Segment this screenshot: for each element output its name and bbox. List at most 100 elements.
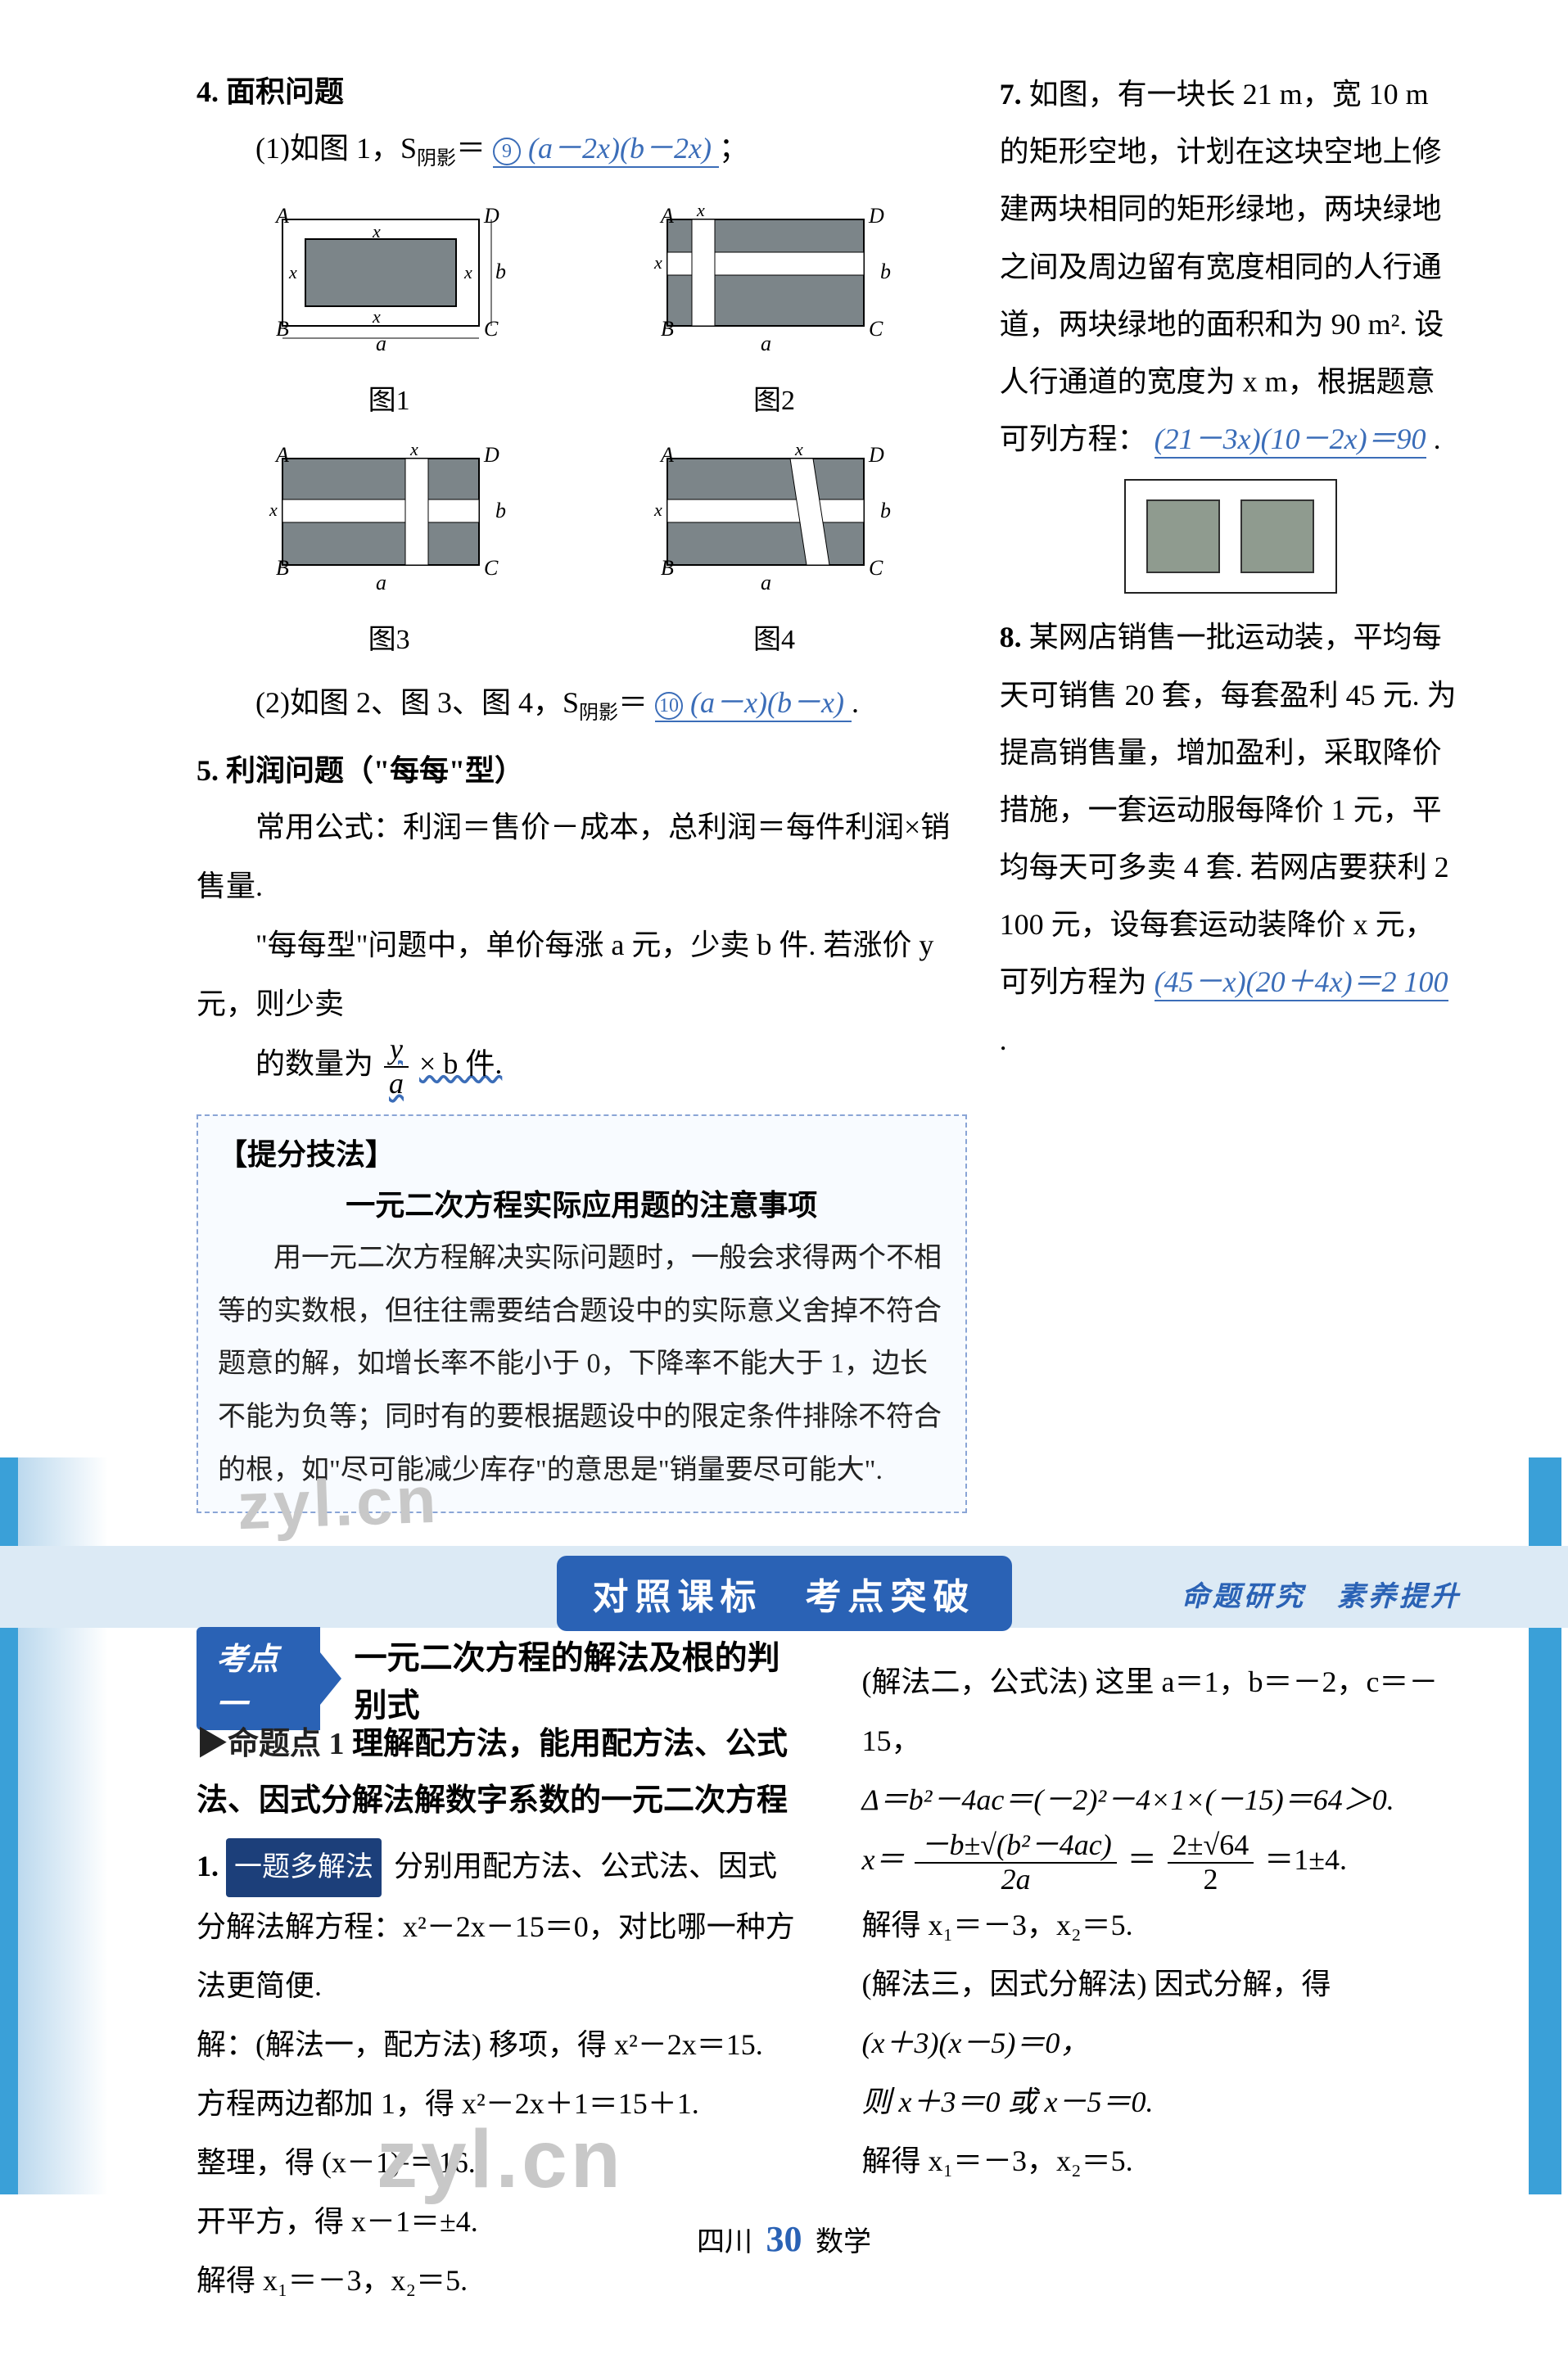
footer-left: 四川 [697, 2227, 752, 2257]
sol2-l6: (x＋3)(x－5)＝0， [862, 2013, 1462, 2072]
fig1-caption: 图1 [258, 377, 520, 418]
svg-text:x: x [696, 203, 705, 220]
svg-text:a: a [761, 332, 771, 355]
kaodian-tag: 考点一 [197, 1627, 320, 1730]
svg-text:a: a [376, 332, 386, 355]
svg-text:b: b [495, 499, 506, 522]
sol2-eq: ＝ [1127, 1843, 1157, 1876]
section5-l2: "每每型"问题中，单价每涨 a 元，少卖 b 件. 若涨价 y 元，则少卖 [197, 915, 967, 1033]
figures-row-2: A D B C a b x x 图3 [197, 434, 967, 657]
q8-period: . [1000, 1024, 1007, 1056]
q7-rect-2 [1240, 499, 1314, 573]
s4-l1sub: 阴影 [417, 148, 456, 169]
sol2-l1: (解法二，公式法) 这里 a＝1，b＝－2，c＝－15， [862, 1652, 1462, 1770]
section5-l2b: 的数量为 y a × b 件. [255, 1033, 967, 1100]
right-column: 7. 如图，有一块长 21 m，宽 10 m 的矩形空地，计划在这块空地上修建两… [1000, 66, 1462, 1513]
svg-text:C: C [869, 317, 883, 341]
sol2-l2: Δ＝b²－4ac＝(－2)²－4×1×(－15)＝64＞0. [862, 1770, 1462, 1829]
svg-text:D: D [868, 443, 884, 467]
band-right: 命题研究 素养提升 [1182, 1574, 1462, 1614]
sol1-l3: 整理，得 (x－1)²＝16. [197, 2133, 797, 2192]
frac1-den: 2a [915, 1864, 1116, 1896]
figure-3: A D B C a b x x [258, 442, 520, 598]
section4-line2: (2)如图 2、图 3、图 4，S阴影＝ 10 (a－x)(b－x) . [255, 673, 967, 733]
svg-text:A: A [659, 443, 674, 467]
q7-answer: (21－3x)(10－2x)＝90 [1155, 423, 1426, 459]
lower-right: (解法二，公式法) 这里 a＝1，b＝－2，c＝－15， Δ＝b²－4ac＝(－… [862, 1652, 1462, 2310]
fig2-caption: 图2 [643, 377, 905, 418]
svg-text:x: x [653, 499, 662, 520]
svg-text:D: D [868, 204, 884, 228]
q7: 7. 如图，有一块长 21 m，宽 10 m 的矩形空地，计划在这块空地上修建两… [1000, 66, 1462, 594]
tips-body: 用一元二次方程解决实际问题时，一般会求得两个不相等的实数根，但往往需要结合题设中… [218, 1232, 946, 1497]
figures-row-1: A D B C a b x x x x 图1 [197, 195, 967, 418]
lower-area: 考点一 一元二次方程的解法及根的判别式 ▶命题点 1 理解配方法，能用配方法、公… [197, 1652, 1462, 2310]
footer-page: 30 [766, 2219, 802, 2259]
svg-text:x: x [372, 306, 381, 327]
p1: 1. 一题多解法 分别用配方法、公式法、因式分解法解方程：x²－2x－15＝0，… [197, 1837, 797, 2015]
arrow-icon [320, 1652, 341, 1705]
frac2-den: 2 [1168, 1864, 1254, 1896]
footer-right: 数学 [816, 2227, 871, 2257]
p1-tag: 一题多解法 [226, 1838, 382, 1897]
svg-text:C: C [869, 556, 883, 580]
svg-text:B: B [276, 556, 289, 580]
svg-text:x: x [372, 221, 381, 242]
circled-10: 10 [655, 692, 683, 720]
s4-l1b: ＝ [456, 132, 486, 165]
sol2-tail: ＝1±4. [1264, 1843, 1347, 1876]
frac-a: a [384, 1068, 409, 1100]
lower-left: 考点一 一元二次方程的解法及根的判别式 ▶命题点 1 理解配方法，能用配方法、公… [197, 1652, 797, 2310]
svg-text:x: x [463, 262, 472, 282]
footer: 四川 30 数学 [697, 2218, 871, 2260]
svg-text:C: C [484, 556, 499, 580]
p1-num: 1. [197, 1850, 219, 1882]
svg-text:A: A [274, 443, 289, 467]
q7-diagram [1124, 479, 1337, 594]
formula-2: (a－x)(b－x) [690, 686, 844, 719]
tips-box: 【提分技法】 一元二次方程实际应用题的注意事项 用一元二次方程解决实际问题时，一… [197, 1114, 967, 1513]
section4-line1: (1)如图 1，S阴影＝ 9 (a－2x)(b－2x) ； [255, 119, 967, 179]
circled-9: 9 [493, 138, 521, 165]
band-title: 对照课标 考点突破 [557, 1556, 1012, 1631]
svg-text:A: A [274, 204, 289, 228]
frac1-num: －b±√(b²－4ac) [915, 1829, 1116, 1864]
svg-text:a: a [761, 571, 771, 594]
svg-text:b: b [495, 260, 506, 283]
left-column: 4. 面积问题 (1)如图 1，S阴影＝ 9 (a－2x)(b－2x) ； A … [197, 66, 967, 1513]
q8-num: 8. [1000, 621, 1022, 653]
svg-text:D: D [483, 443, 499, 467]
s4-l1a: (1)如图 1，S [255, 132, 417, 165]
figure-1: A D B C a b x x x x [258, 203, 520, 359]
tips-subtitle: 一元二次方程实际应用题的注意事项 [218, 1182, 946, 1224]
sol2-l4: 解得 x₁＝－3，x₂＝5. [862, 1896, 1462, 1955]
svg-text:b: b [880, 260, 891, 283]
svg-text:x: x [653, 252, 662, 273]
svg-text:B: B [276, 317, 289, 341]
figure-2: A D B C a b x x [643, 203, 905, 359]
frac2-num: 2±√64 [1168, 1829, 1254, 1864]
sol2-l8: 解得 x₁＝－3，x₂＝5. [862, 2131, 1462, 2190]
figure-4: A D B C a b x x [643, 442, 905, 598]
section5-l1: 常用公式：利润＝售价－成本，总利润＝每件利润×销售量. [197, 798, 967, 915]
svg-text:a: a [376, 571, 386, 594]
s4-period: . [852, 686, 859, 719]
svg-text:b: b [880, 499, 891, 522]
sol1-l2: 方程两边都加 1，得 x²－2x＋1＝15＋1. [197, 2074, 797, 2133]
frac-y: y [384, 1033, 409, 1068]
svg-text:B: B [661, 317, 674, 341]
q8-text: 某网店销售一批运动装，平均每天可销售 20 套，每套盈利 45 元. 为提高销售… [1000, 621, 1457, 998]
fig3-caption: 图3 [258, 617, 520, 657]
kaodian-bar: 考点一 一元二次方程的解法及根的判别式 [197, 1652, 797, 1705]
formula-1: (a－2x)(b－2x) [528, 132, 712, 165]
q7-rect-1 [1146, 499, 1220, 573]
svg-text:A: A [659, 204, 674, 228]
svg-text:x: x [794, 442, 803, 459]
q7-text: 如图，有一块长 21 m，宽 10 m 的矩形空地，计划在这块空地上修建两块相同… [1000, 78, 1444, 455]
sol2-l5: (解法三，因式分解法) 因式分解，得 [862, 1955, 1462, 2013]
section5-title: 5. 利润问题（"每每"型） [197, 744, 967, 798]
sol2-x: x＝ [862, 1843, 905, 1876]
svg-text:x: x [288, 262, 297, 282]
s5-l2a: "每每型"问题中，单价每涨 a 元，少卖 b 件. 若涨价 y 元，则少卖 [197, 929, 933, 1020]
q7-period: . [1434, 423, 1441, 455]
